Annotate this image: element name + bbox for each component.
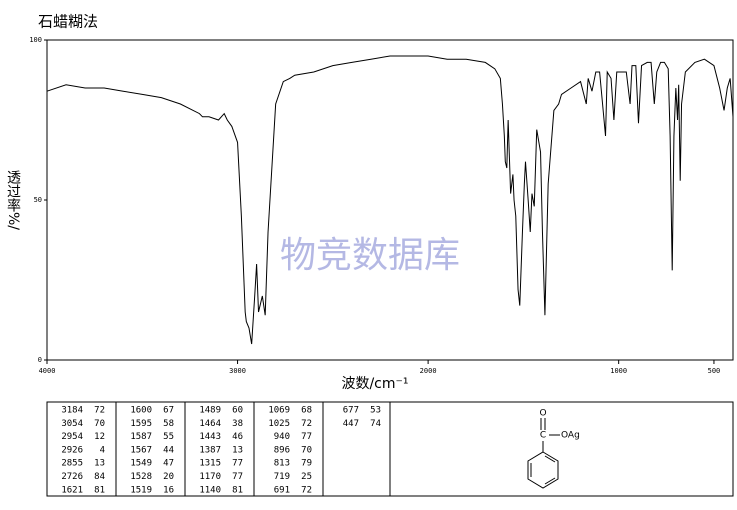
peak-transmittance: 72 [301,485,312,495]
peak-transmittance: 74 [370,419,381,429]
peak-transmittance: 72 [301,419,312,429]
peak-wavenumber: 1443 [199,432,221,442]
peak-wavenumber: 1595 [130,419,152,429]
peak-wavenumber: 1528 [130,472,152,482]
structure-bonds [527,418,560,489]
y-tick-label: 50 [34,196,42,204]
x-tick-label: 500 [708,367,721,375]
atom-label: C [540,431,546,441]
peak-transmittance: 70 [94,419,105,429]
peak-wavenumber: 1140 [199,485,221,495]
peak-transmittance: 81 [232,485,243,495]
peak-wavenumber: 3184 [61,406,83,416]
peak-transmittance: 77 [301,432,312,442]
y-axis-label: 透过率%/ [5,170,21,230]
peak-wavenumber: 2726 [61,472,83,482]
y-tick-label: 100 [29,36,42,44]
peak-wavenumber: 813 [274,459,290,469]
peak-transmittance: 72 [94,406,105,416]
x-tick-label: 1000 [610,367,627,375]
peak-transmittance: 58 [163,419,174,429]
atom-label: OAg [561,431,580,441]
peak-wavenumber: 1025 [268,419,290,429]
peak-wavenumber: 940 [274,432,290,442]
peak-wavenumber: 1600 [130,406,152,416]
table-dividers [115,402,391,496]
peak-wavenumber: 1567 [130,445,152,455]
x-axis-label: 波数/cm⁻¹ [341,376,408,392]
atom-label: O [539,409,546,419]
peak-transmittance: 47 [163,459,174,469]
y-tick-label: 0 [38,356,42,364]
peak-transmittance: 12 [94,432,105,442]
peak-transmittance: 77 [232,459,243,469]
plot-frame [46,39,734,361]
peak-transmittance: 70 [301,445,312,455]
peak-wavenumber: 1489 [199,406,221,416]
peak-wavenumber: 2855 [61,459,83,469]
peak-wavenumber: 896 [274,445,290,455]
peak-transmittance: 67 [163,406,174,416]
peak-transmittance: 77 [232,472,243,482]
peak-transmittance: 84 [94,472,105,482]
peak-transmittance: 44 [163,445,174,455]
peak-transmittance: 55 [163,432,174,442]
peak-wavenumber: 1587 [130,432,152,442]
x-tick-label: 2000 [420,367,437,375]
peak-transmittance: 53 [370,406,381,416]
peak-transmittance: 25 [301,472,312,482]
peak-wavenumber: 1170 [199,472,221,482]
peak-transmittance: 68 [301,406,312,416]
peak-transmittance: 13 [232,445,243,455]
x-tick-label: 4000 [39,367,56,375]
peak-transmittance: 79 [301,459,312,469]
peak-transmittance: 46 [232,432,243,442]
spectrum-line [46,55,734,345]
peak-transmittance: 20 [163,472,174,482]
peak-wavenumber: 1315 [199,459,221,469]
peak-wavenumber: 1464 [199,419,221,429]
peak-wavenumber: 691 [274,485,290,495]
chart-title: 石蜡糊法 [38,13,98,31]
peak-wavenumber: 1387 [199,445,221,455]
peak-wavenumber: 3054 [61,419,83,429]
peak-wavenumber: 1549 [130,459,152,469]
peak-wavenumber: 2926 [61,445,83,455]
watermark: 物竞数据库 [280,235,460,276]
peak-wavenumber: 719 [274,472,290,482]
peak-transmittance: 13 [94,459,105,469]
peak-transmittance: 81 [94,485,105,495]
peak-transmittance: 60 [232,406,243,416]
peak-wavenumber: 1621 [61,485,83,495]
peak-wavenumber: 2954 [61,432,83,442]
peak-wavenumber: 1069 [268,406,290,416]
peak-wavenumber: 677 [343,406,359,416]
peak-transmittance: 38 [232,419,243,429]
peak-wavenumber: 1519 [130,485,152,495]
peak-transmittance: 4 [100,445,105,455]
x-tick-label: 3000 [229,367,246,375]
peak-transmittance: 16 [163,485,174,495]
peak-wavenumber: 447 [343,419,359,429]
